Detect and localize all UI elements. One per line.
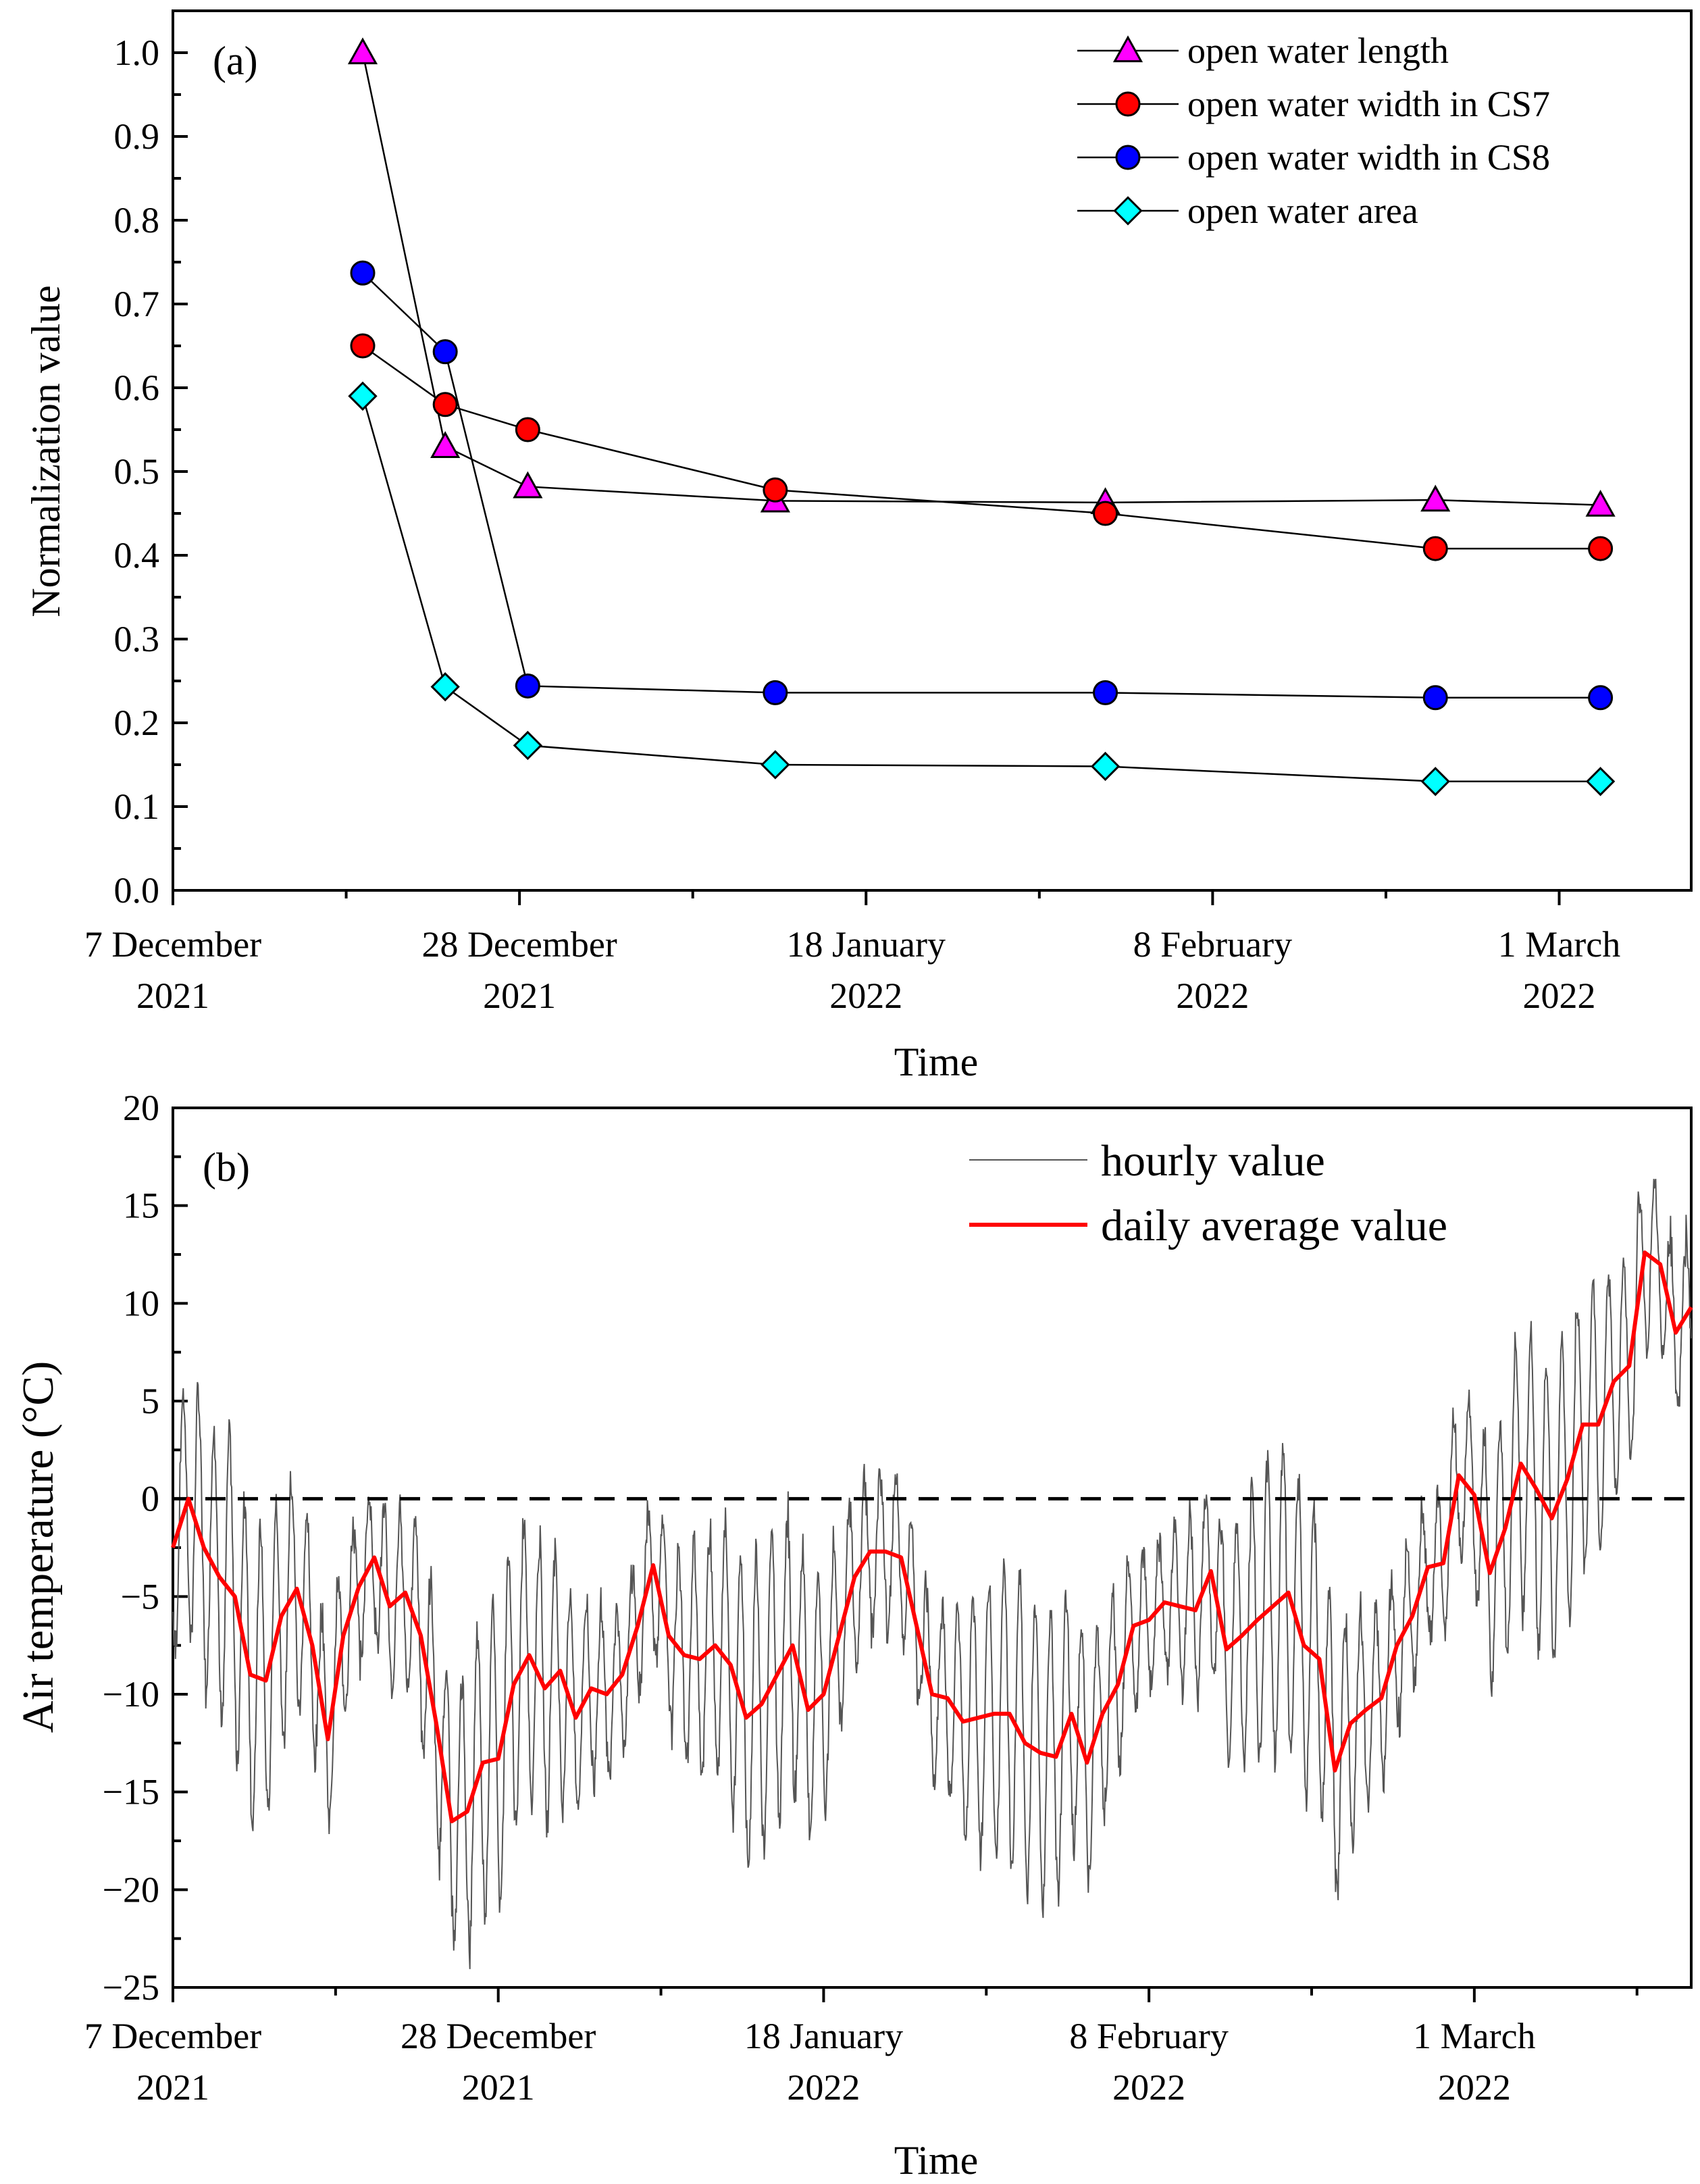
panel-b-ytick-label: 15 [123, 1186, 159, 1226]
panel-a-ytick-label: 0.4 [114, 535, 160, 576]
panel-a-point [1585, 767, 1616, 796]
panel-a-frame [172, 9, 1693, 892]
panel-b-xtick-year: 2022 [1112, 2067, 1185, 2108]
panel-b-label: (b) [203, 1145, 250, 1190]
panel-a-point [1093, 680, 1118, 705]
panel-a-point [513, 471, 543, 499]
panel-a-xtick-label: 8 February [1133, 924, 1292, 965]
panel-a-point [348, 381, 378, 411]
panel-b-ytick-label: −20 [103, 1869, 159, 1910]
panel-a-xtick-year: 2022 [829, 975, 902, 1016]
panel-a-point [432, 392, 458, 417]
legend-a-label: open water width in CS8 [1187, 137, 1550, 178]
panel-b-ytick-label: −25 [103, 1967, 159, 2008]
panel-a-ticks: 0.0 0.1 0.2 0.3 0.4 0.5 0.6 0.7 0.8 0.9 1.0 7 Decem… [84, 32, 1620, 1016]
panel-a-series-line [362, 345, 1601, 550]
panel-b-ticks: −25 −20 −15 −10 −5 0 5 10 15 20 7 December 2021 28 D… [84, 1088, 1639, 2108]
panel-a-xlabel: Time [894, 1040, 979, 1084]
panel-a-ytick-label: 0.8 [114, 200, 160, 240]
panel-a-ytick-label: 0.2 [114, 703, 160, 743]
panel-b-xtick-label: 28 December [401, 2016, 596, 2056]
panel-a-point [515, 417, 540, 442]
panel-b-ytick-label: 5 [141, 1381, 159, 1421]
legend-a-label: open water width in CS7 [1187, 84, 1550, 124]
panel-a-xtick-label: 28 December [421, 924, 617, 965]
panel-b-xtick-year: 2022 [787, 2067, 860, 2108]
panel-a-point [1093, 501, 1118, 526]
panel-a-point [1588, 536, 1614, 561]
panel-a-point [350, 260, 376, 286]
panel-a-point [1585, 489, 1616, 517]
panel-a-point [1420, 767, 1450, 796]
panel-a-point [515, 673, 540, 699]
panel-b-xtick-year: 2021 [136, 2067, 209, 2108]
panel-a-point [513, 730, 543, 761]
daily-average-line [171, 1250, 1693, 1824]
panel-a-point [430, 431, 461, 458]
panel-a-xtick-year: 2021 [136, 975, 209, 1016]
panel-b-xtick-label: 7 December [84, 2016, 261, 2056]
panel-b-ytick-label: −10 [103, 1674, 159, 1715]
panel-b-ytick-label: −15 [103, 1772, 159, 1812]
panel-b-legend: hourly value daily average value [969, 1136, 1447, 1250]
panel-b-ytick-label: 20 [123, 1088, 159, 1128]
panel-a-point [350, 333, 376, 359]
panel-a-ytick-label: 1.0 [114, 32, 160, 73]
panel-a-xtick-year: 2022 [1523, 975, 1596, 1016]
panel-a-point [1422, 685, 1448, 711]
panel-b-xlabel: Time [894, 2138, 979, 2183]
panel-a: 0.0 0.1 0.2 0.3 0.4 0.5 0.6 0.7 0.8 0.9 1.0 7 Decem… [24, 9, 1693, 1084]
panel-a-point [1422, 536, 1448, 561]
panel-b-ylabel: Air temperature (°C) [14, 1361, 63, 1733]
panel-b: −25 −20 −15 −10 −5 0 5 10 15 20 7 December 2021 28 D… [14, 1088, 1693, 2183]
panel-a-ytick-label: 0.0 [114, 870, 160, 911]
panel-a-ytick-label: 0.5 [114, 451, 160, 492]
legend-a-label: open water area [1187, 191, 1418, 231]
panel-a-series-line [362, 272, 1601, 699]
panel-a-point [761, 750, 790, 780]
panel-a-series-line [361, 396, 1601, 783]
panel-a-xtick-label: 18 January [787, 924, 946, 965]
panel-a-legend: open water length open water width in CS7… [1077, 30, 1550, 231]
panel-a-point [1420, 484, 1451, 512]
panel-a-ylabel: Normalization value [24, 285, 68, 617]
panel-b-ytick-label: 0 [141, 1479, 159, 1519]
legend-a-marker [1112, 35, 1143, 63]
panel-a-ytick-label: 0.3 [114, 619, 160, 659]
panel-b-frame [172, 1107, 1693, 1989]
panel-a-ytick-label: 0.1 [114, 786, 160, 827]
panel-a-xtick-label: 1 March [1498, 924, 1620, 965]
panel-a-point [432, 339, 458, 365]
hourly-value-line [172, 1178, 1692, 1969]
panel-a-point [1588, 685, 1614, 711]
panel-a-point [430, 672, 460, 702]
legend-a-marker [1115, 145, 1141, 170]
panel-b-xtick-label: 1 March [1413, 2016, 1535, 2056]
panel-b-ytick-label: 10 [123, 1283, 159, 1323]
legend-a-marker [1113, 196, 1143, 226]
panel-b-xtick-year: 2021 [462, 2067, 535, 2108]
panel-b-xtick-year: 2022 [1438, 2067, 1511, 2108]
panel-b-xtick-label: 18 January [744, 2016, 903, 2056]
panel-b-ytick-label: −5 [121, 1576, 159, 1617]
panel-a-xtick-year: 2022 [1176, 975, 1249, 1016]
panel-a-label: (a) [213, 39, 258, 83]
panel-a-xtick-year: 2021 [483, 975, 556, 1016]
panel-a-ytick-label: 0.7 [114, 284, 160, 324]
legend-b-label: hourly value [1101, 1136, 1325, 1186]
legend-b-label: daily average value [1101, 1201, 1447, 1250]
panel-a-point [763, 680, 788, 705]
legend-a-marker [1115, 91, 1141, 117]
panel-a-point [763, 477, 788, 503]
panel-b-xtick-label: 8 February [1069, 2016, 1228, 2056]
panel-a-point [1090, 751, 1121, 782]
panel-a-ytick-label: 0.6 [114, 367, 160, 408]
panel-a-xtick-label: 7 December [84, 924, 261, 965]
legend-a-label: open water length [1187, 30, 1449, 71]
panel-a-series [347, 37, 1616, 796]
panel-a-ytick-label: 0.9 [114, 116, 160, 157]
panel-b-series [171, 1178, 1693, 1969]
panel-a-point [347, 37, 378, 65]
